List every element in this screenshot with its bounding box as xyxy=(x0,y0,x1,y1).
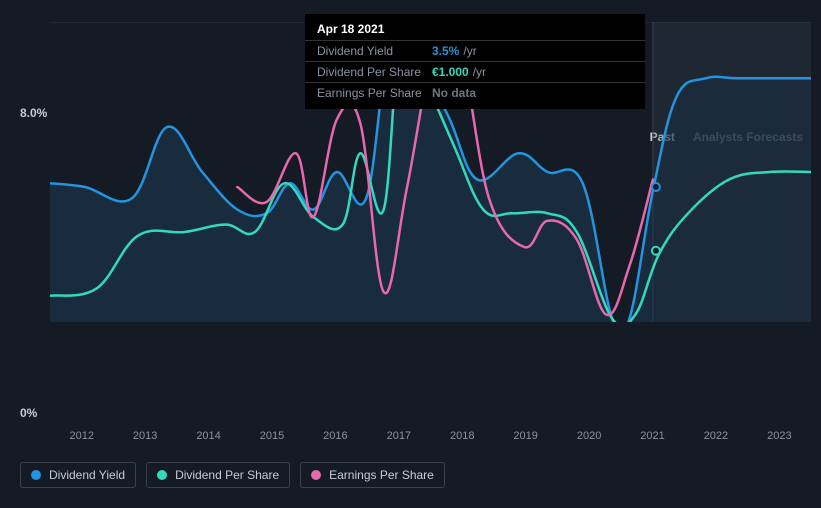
tooltip-row-value: No data xyxy=(432,86,476,100)
x-tick: 2017 xyxy=(367,430,430,446)
x-tick: 2016 xyxy=(304,430,367,446)
tooltip-row-value: €1.000 xyxy=(432,65,469,79)
tooltip-row-label: Dividend Per Share xyxy=(317,65,432,79)
legend-item[interactable]: Dividend Yield xyxy=(20,462,136,488)
legend-label: Dividend Yield xyxy=(49,468,125,482)
x-tick: 2012 xyxy=(50,430,113,446)
area-dividend-yield-forecast xyxy=(653,77,811,322)
legend-label: Dividend Per Share xyxy=(175,468,279,482)
chart-legend: Dividend Yield Dividend Per Share Earnings… xyxy=(20,462,445,488)
tooltip-row-value: 3.5% xyxy=(432,44,459,58)
hover-tooltip: Apr 18 2021 Dividend Yield3.5%/yrDividen… xyxy=(305,14,645,109)
legend-item[interactable]: Earnings Per Share xyxy=(300,462,445,488)
tooltip-row-unit: /yr xyxy=(473,65,486,79)
tooltip-row: Dividend Per Share€1.000/yr xyxy=(305,62,645,83)
x-tick: 2018 xyxy=(431,430,494,446)
tooltip-row: Dividend Yield3.5% /yr xyxy=(305,41,645,62)
x-tick: 2015 xyxy=(240,430,303,446)
x-tick: 2023 xyxy=(748,430,811,446)
series-end-marker xyxy=(652,247,660,255)
legend-swatch xyxy=(311,470,321,480)
legend-label: Earnings Per Share xyxy=(329,468,434,482)
tooltip-row: Earnings Per ShareNo data xyxy=(305,83,645,103)
y-axis-min: 0% xyxy=(20,406,37,420)
series-end-marker xyxy=(652,183,660,191)
tooltip-row-label: Dividend Yield xyxy=(317,44,432,58)
tooltip-row-label: Earnings Per Share xyxy=(317,86,432,100)
x-tick: 2013 xyxy=(113,430,176,446)
legend-swatch xyxy=(157,470,167,480)
x-tick: 2020 xyxy=(557,430,620,446)
x-tick: 2019 xyxy=(494,430,557,446)
x-tick: 2021 xyxy=(621,430,684,446)
y-axis-max: 8.0% xyxy=(20,106,47,120)
x-tick: 2014 xyxy=(177,430,240,446)
tooltip-row-unit: /yr xyxy=(463,44,476,58)
x-axis: 2012201320142015201620172018201920202021… xyxy=(50,430,811,446)
legend-swatch xyxy=(31,470,41,480)
x-tick: 2022 xyxy=(684,430,747,446)
legend-item[interactable]: Dividend Per Share xyxy=(146,462,290,488)
tooltip-date: Apr 18 2021 xyxy=(305,20,645,41)
